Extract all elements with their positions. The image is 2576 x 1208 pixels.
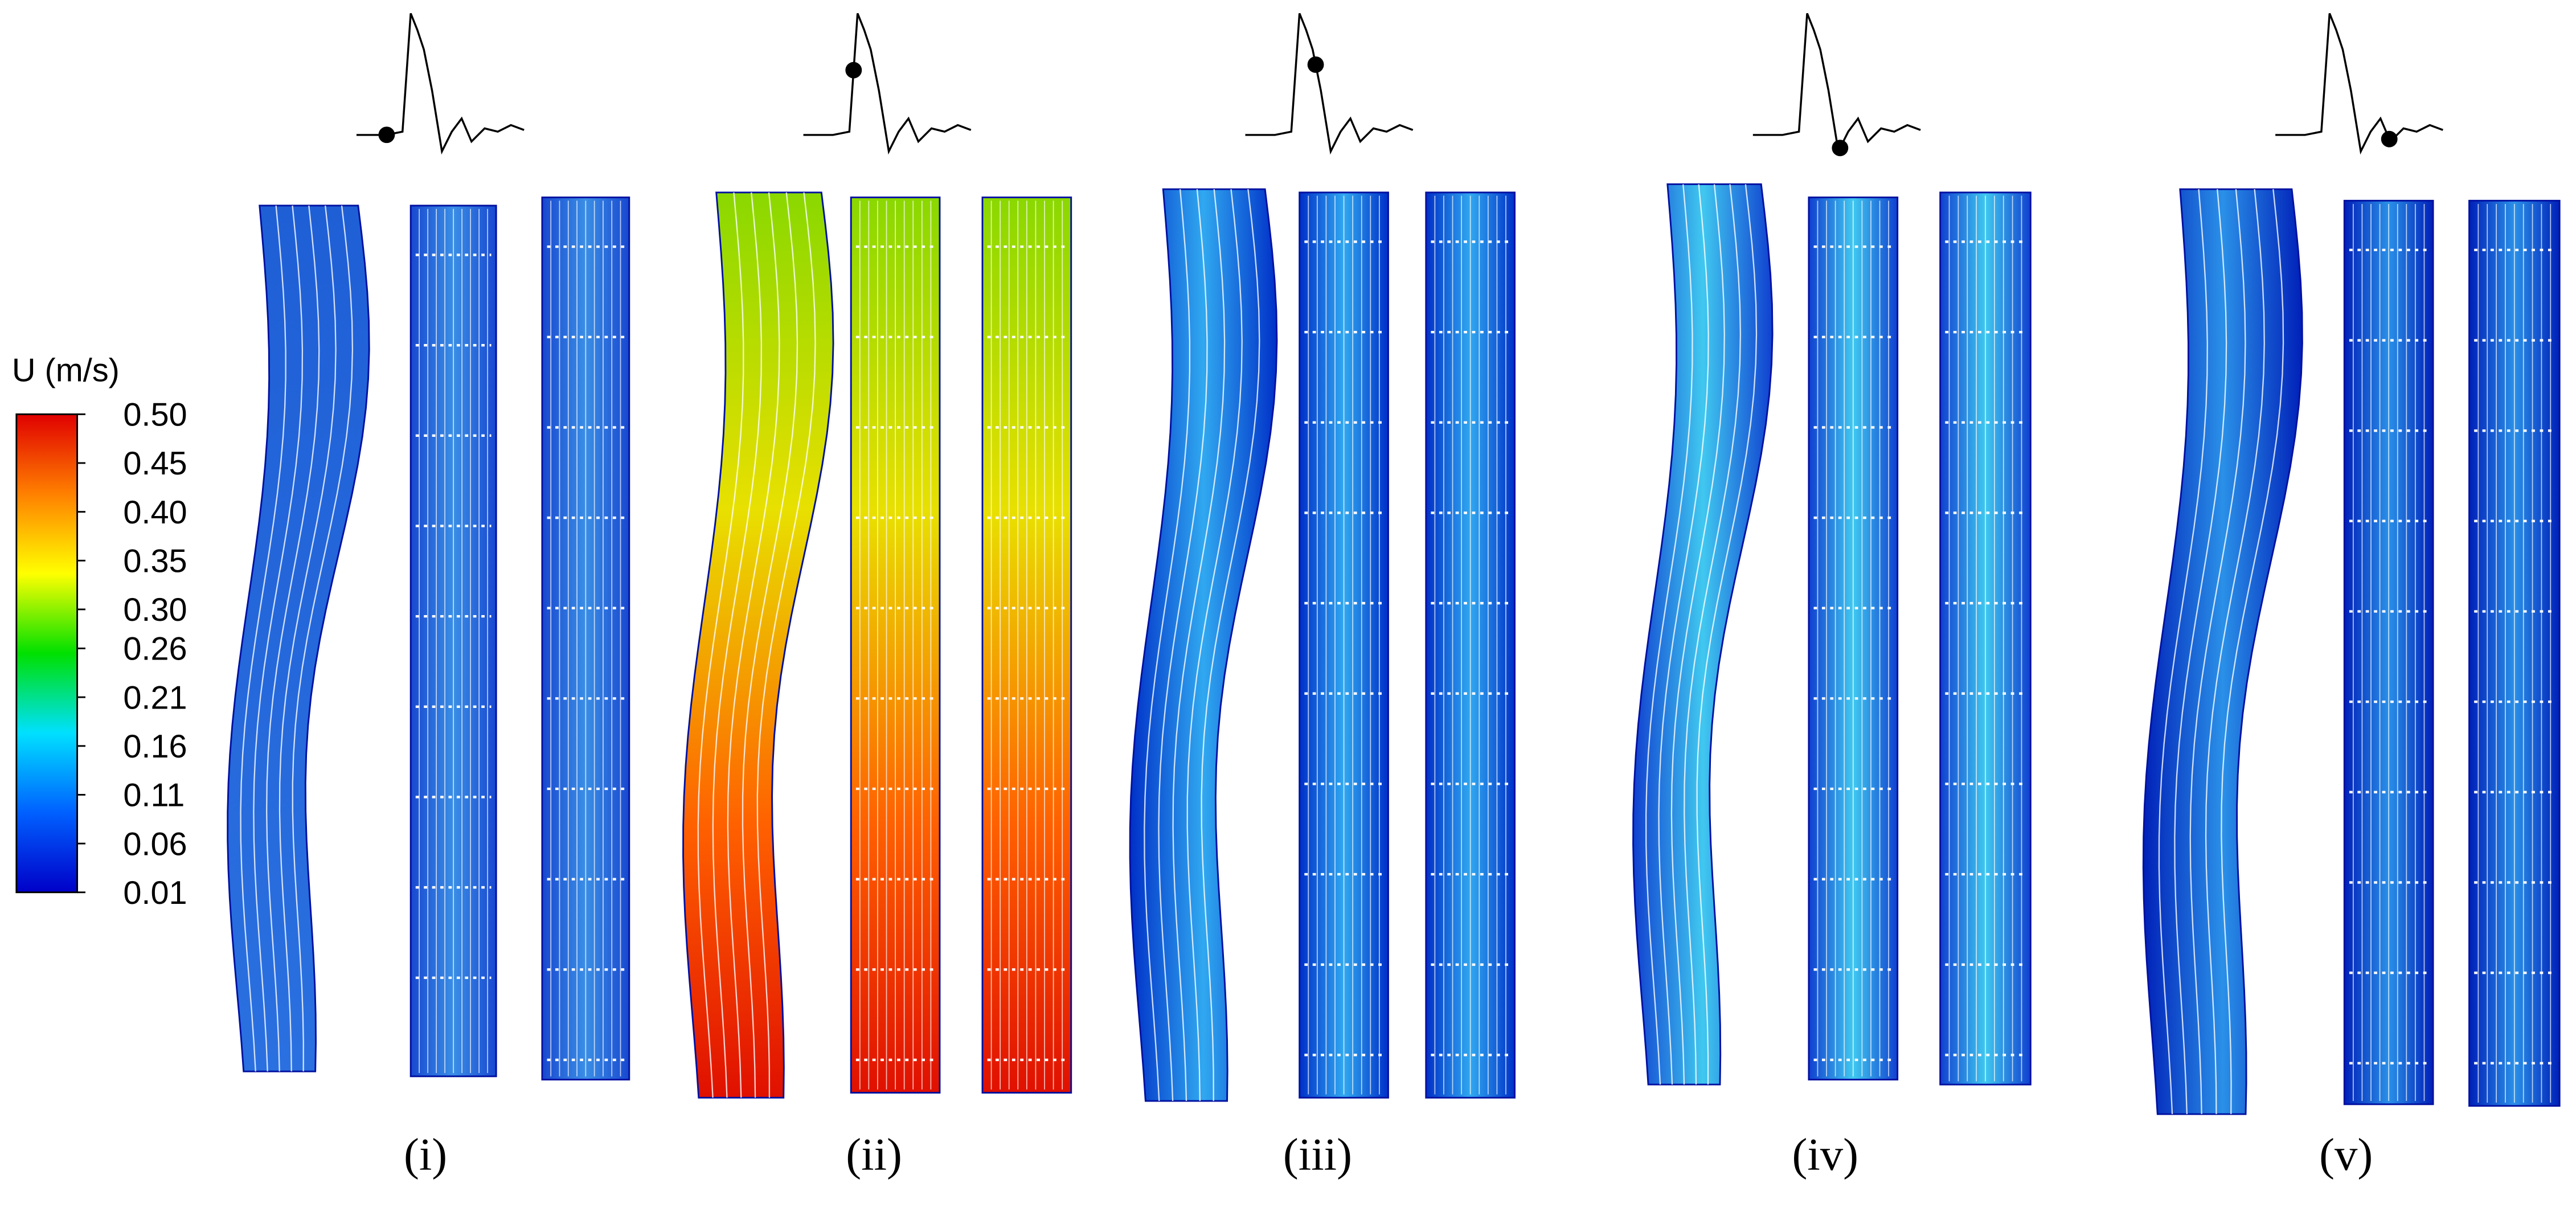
- vessel-patient: [1632, 183, 1774, 1086]
- colorbar-tick-label: 0.26: [123, 631, 187, 668]
- streamline: [756, 192, 816, 1098]
- streamline: [2205, 189, 2265, 1115]
- vessel-patient: [682, 191, 834, 1099]
- waveform: [803, 13, 972, 155]
- waveform-marker: [1832, 140, 1849, 157]
- panel: (v): [2142, 13, 2561, 1180]
- streamline: [1144, 189, 1191, 1101]
- streamline: [253, 205, 304, 1072]
- waveform-marker: [845, 62, 862, 79]
- colorbar-tick-label: 0.11: [123, 777, 185, 814]
- streamline: [2158, 189, 2208, 1115]
- panel-label: (ii): [846, 1129, 902, 1180]
- colorbar-tick-label: 0.35: [123, 543, 187, 579]
- colorbar-tick-label: 0.21: [123, 679, 187, 716]
- waveform-marker: [378, 126, 395, 144]
- streamline: [1696, 184, 1758, 1085]
- streamline: [742, 192, 798, 1098]
- streamline: [266, 205, 320, 1072]
- streamline: [1186, 189, 1243, 1101]
- streamline: [2174, 189, 2227, 1115]
- panel: (ii): [682, 13, 1072, 1180]
- panel: (iv): [1632, 13, 2032, 1180]
- colorbar-tick-label: 0.30: [123, 592, 187, 628]
- streamline: [727, 192, 780, 1098]
- colorbar-tick-label: 0.06: [123, 826, 187, 862]
- panel-label: (iii): [1283, 1129, 1352, 1180]
- colorbar-tick-label: 0.16: [123, 728, 187, 765]
- panel-label: (i): [404, 1129, 447, 1180]
- colorbar-tick-label: 0.01: [123, 875, 187, 911]
- streamline: [1670, 184, 1725, 1085]
- vessel-patient: [227, 204, 370, 1072]
- streamline: [2189, 189, 2246, 1115]
- waveform-marker: [2381, 130, 2398, 148]
- panel-label: (iv): [1792, 1129, 1858, 1180]
- streamline: [697, 192, 744, 1098]
- streamline: [712, 192, 762, 1098]
- streamline: [1645, 184, 1693, 1085]
- streamline: [1201, 189, 1260, 1101]
- waveform: [1245, 13, 1414, 155]
- colorbar-tick-label: 0.50: [123, 397, 187, 433]
- waveform: [356, 13, 525, 155]
- panel: (iii): [1129, 13, 1516, 1180]
- streamline: [240, 205, 286, 1072]
- panel-label: (v): [2319, 1129, 2373, 1180]
- colorbar-tick-label: 0.45: [123, 445, 187, 482]
- colorbar-tick-label: 0.40: [123, 494, 187, 531]
- waveform: [1752, 13, 1921, 155]
- streamline: [1684, 184, 1742, 1085]
- panel: (i): [227, 13, 630, 1180]
- colorbar-title: U (m/s): [12, 353, 120, 389]
- vessel-patient: [1129, 188, 1278, 1102]
- waveform-marker: [1307, 56, 1324, 73]
- colorbar: [15, 413, 79, 894]
- streamline: [1172, 189, 1226, 1101]
- vessel-patient: [2142, 188, 2303, 1115]
- streamline: [292, 205, 354, 1072]
- streamline: [2221, 189, 2284, 1115]
- waveform: [2275, 13, 2443, 155]
- streamline: [1158, 189, 1208, 1101]
- streamline: [1658, 184, 1709, 1085]
- streamline: [279, 205, 337, 1072]
